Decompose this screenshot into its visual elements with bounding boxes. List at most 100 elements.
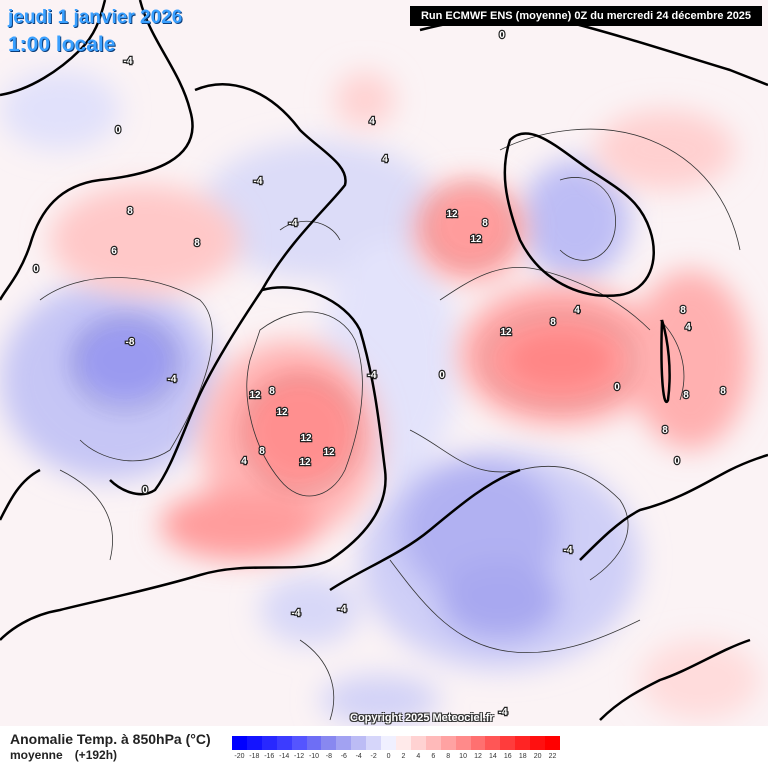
scale-label: 20 [533,753,542,760]
scale-swatch [336,736,352,750]
scale-swatch [232,736,248,750]
scale-swatch [515,736,531,750]
warm-anomaly-areas [50,72,760,720]
contour-value-label: 12 [300,433,312,444]
scale-label: -2 [370,753,377,760]
contour-value-label: -4 [168,374,177,385]
contour-value-label: 8 [720,386,726,397]
contour-value-label: 4 [685,322,691,333]
contour-value-label: -4 [289,218,298,229]
contour-value-label: 8 [269,386,275,397]
scale-label: 8 [446,753,451,760]
legend-title: Anomalie Temp. à 850hPa (°C) [10,731,211,747]
contour-value-label: 12 [276,407,288,418]
scale-label: 22 [548,753,557,760]
scale-label: -16 [264,753,275,760]
scale-label: 10 [459,753,467,760]
scale-swatch [246,736,263,750]
scale-swatch [455,736,472,750]
cold-anomaly-areas [0,70,640,725]
scale-label: -4 [355,753,362,760]
forecast-date: jeudi 1 janvier 2026 [8,7,183,28]
scale-label: -6 [340,753,347,760]
contour-value-label: 6 [111,246,117,257]
contour-value-label: 8 [550,317,556,328]
scale-swatch [410,736,427,750]
contour-value-label: 4 [574,305,580,316]
contour-value-label: 12 [323,447,335,458]
scale-label: -18 [249,753,260,760]
contour-value-label: 12 [470,234,482,245]
scale-label: -8 [325,753,333,760]
contour-value-label: 4 [369,116,375,127]
scale-label: -20 [234,753,245,760]
contour-value-label: 0 [499,30,505,41]
contour-value-label: -4 [292,608,301,619]
contour-value-label: -8 [126,337,135,348]
contour-value-label: 8 [127,206,133,217]
scale-swatch [366,736,382,750]
scale-swatch [470,736,486,750]
scale-label: 14 [489,753,497,760]
contour-value-label: 12 [446,209,458,220]
contour-value-label: 8 [259,446,265,457]
scale-swatch [530,736,546,750]
scale-label: 2 [401,753,406,760]
scale-swatch [485,736,501,750]
contour-value-label: -4 [254,176,263,187]
scale-swatch [306,736,322,750]
copyright: Copyright 2025 Meteociel.fr [350,712,494,724]
scale-label: -12 [294,753,305,760]
contour-value-label: 8 [680,305,686,316]
contour-value-label: 8 [194,238,200,249]
scale-swatch [500,736,516,750]
run-info: Run ECMWF ENS (moyenne) 0Z du mercredi 2… [410,6,762,26]
contour-value-label: 0 [33,264,39,275]
scale-swatch [396,736,412,750]
contour-value-label: -4 [564,545,573,556]
contour-value-label: 12 [299,457,311,468]
contour-value-label: 0 [115,125,121,136]
anomaly-contours [74,186,636,491]
scale-label: -14 [279,753,290,760]
color-scale: -20 -18 -16 -14 -12 -10 -8 -6 -4 -2 0 2 4 6 8 10 12 14 16 1… [232,736,561,765]
contour-value-label: 12 [249,390,261,401]
scale-swatch [440,736,457,750]
scale-swatch [351,736,367,750]
scale-swatch [291,736,308,750]
coastlines [39,128,741,721]
scale-label: 16 [503,753,512,760]
scale-label: 6 [431,753,436,760]
contour-value-label: 0 [439,370,445,381]
contour-value-label: 8 [683,390,689,401]
scale-swatch [261,736,278,750]
scale-label: 4 [416,753,421,760]
contour-value-label: 4 [382,154,388,165]
contour-value-label: -4 [499,707,508,718]
contour-value-label: -4 [338,604,347,615]
scale-label: 18 [518,753,527,760]
contour-value-label: -4 [368,370,377,381]
contour-value-label: 0 [614,382,620,393]
legend-subtitle: moyenne (+192h) [10,748,129,762]
contour-value-label: 4 [241,456,247,467]
scale-label: -10 [308,753,320,760]
contour-value-label: 8 [482,218,488,229]
contour-value-label: 0 [142,485,148,496]
legend-horizon-label: (+192h) [74,748,118,762]
legend-mean-label: moyenne [10,748,63,762]
contour-value-label: 0 [674,456,680,467]
contour-value-label: 8 [662,425,668,436]
scale-swatch [276,736,293,750]
forecast-time: 1:00 locale [8,33,116,56]
scale-swatch [381,736,397,750]
scale-swatch [321,736,337,750]
contour-value-label: 12 [500,327,512,338]
scale-swatch [425,736,442,750]
contour-value-label: -4 [124,56,133,67]
scale-swatch [545,736,561,750]
scale-label: 12 [474,753,482,760]
scale-label: 0 [386,753,391,760]
